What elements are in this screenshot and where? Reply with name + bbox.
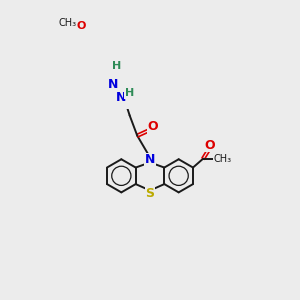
Text: O: O: [204, 139, 215, 152]
Text: O: O: [77, 20, 86, 31]
Text: H: H: [112, 61, 122, 70]
Text: H: H: [125, 88, 134, 98]
Text: N: N: [145, 153, 155, 167]
Text: S: S: [146, 187, 154, 200]
Text: CH₃: CH₃: [58, 18, 76, 28]
Text: CH₃: CH₃: [213, 154, 231, 164]
Text: N: N: [116, 91, 127, 104]
Text: N: N: [108, 78, 118, 91]
Text: O: O: [148, 120, 158, 133]
